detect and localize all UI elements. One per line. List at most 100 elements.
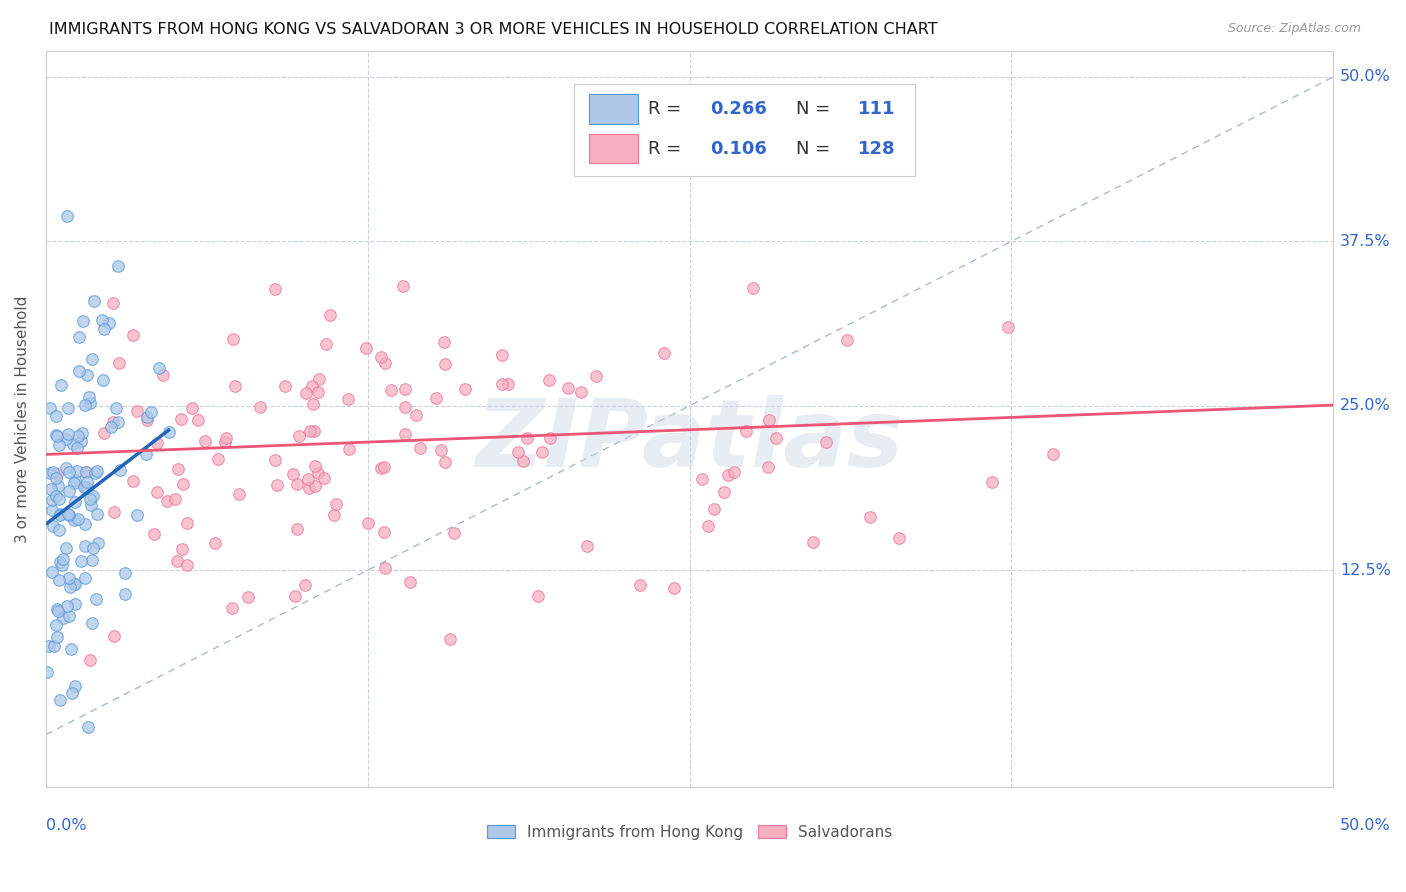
Point (298, 481, 321, 495)
Point (337, 392, 360, 406)
Point (409, 442, 432, 456)
Point (58, 571, 80, 585)
Point (114, 587, 136, 601)
Point (214, 435, 236, 450)
Point (155, 493, 177, 508)
Text: N =: N = (796, 100, 837, 118)
Point (82, 352, 104, 367)
Point (76, 481, 98, 495)
Point (304, 458, 326, 473)
FancyBboxPatch shape (589, 134, 638, 163)
Point (136, 409, 159, 424)
Point (443, 525, 465, 540)
Point (302, 397, 325, 411)
Point (48, 438, 70, 452)
Text: R =: R = (648, 140, 688, 158)
Point (114, 566, 136, 580)
Point (801, 535, 824, 549)
Point (46, 479, 69, 493)
Point (125, 404, 148, 418)
Point (308, 371, 330, 385)
Point (557, 381, 579, 395)
Point (67, 330, 90, 344)
Point (354, 342, 377, 356)
Point (58, 507, 80, 521)
Point (82, 541, 104, 555)
Point (307, 384, 329, 399)
Point (48, 523, 70, 537)
Point (307, 466, 329, 480)
Point (101, 296, 124, 310)
Text: 12.5%: 12.5% (1340, 563, 1391, 578)
Text: 0.0%: 0.0% (46, 818, 87, 833)
Point (45, 471, 67, 485)
Point (405, 409, 427, 423)
Point (439, 632, 461, 646)
Point (512, 454, 534, 468)
Point (249, 400, 271, 414)
Point (527, 589, 550, 603)
Point (75, 540, 97, 554)
Point (319, 309, 342, 323)
Point (107, 259, 129, 273)
Point (172, 476, 194, 491)
Point (299, 424, 322, 438)
Point (76, 368, 98, 383)
Point (166, 554, 188, 568)
Point (697, 519, 720, 533)
Point (48, 555, 70, 569)
Point (55, 541, 77, 555)
Point (981, 475, 1004, 489)
Point (79, 492, 101, 507)
Point (758, 413, 780, 427)
Point (93, 426, 115, 441)
Text: R =: R = (648, 100, 688, 118)
Point (38, 401, 60, 415)
Point (491, 376, 513, 391)
Point (56, 401, 79, 416)
Point (45, 489, 67, 503)
Point (325, 497, 347, 511)
Point (41, 483, 63, 497)
Point (284, 589, 307, 603)
Point (322, 508, 344, 523)
Point (45, 409, 67, 424)
Point (45, 631, 67, 645)
Point (80, 616, 103, 631)
Point (285, 476, 308, 491)
Point (146, 485, 169, 500)
Point (125, 508, 148, 522)
Point (374, 561, 396, 575)
Point (46, 467, 69, 482)
Point (63, 597, 86, 611)
Point (79, 653, 101, 667)
Point (49, 693, 72, 707)
Point (72, 314, 94, 328)
Point (630, 577, 652, 591)
Point (506, 445, 529, 459)
Point (538, 431, 561, 445)
Point (45, 602, 67, 616)
Point (70, 554, 93, 568)
Point (66, 464, 89, 478)
Point (38, 639, 60, 653)
Point (194, 434, 217, 448)
Point (662, 581, 685, 595)
Point (170, 542, 193, 557)
Point (103, 629, 125, 643)
Point (100, 420, 122, 434)
Point (741, 281, 763, 295)
Point (157, 425, 180, 439)
Text: 37.5%: 37.5% (1340, 234, 1391, 249)
Point (236, 591, 259, 605)
Point (228, 486, 250, 500)
Point (66, 441, 89, 455)
Point (301, 379, 323, 393)
Point (135, 447, 157, 461)
Y-axis label: 3 or more Vehicles in Household: 3 or more Vehicles in Household (15, 295, 30, 542)
Point (48, 492, 70, 507)
Point (425, 391, 447, 405)
Point (82, 553, 104, 567)
FancyBboxPatch shape (589, 95, 638, 124)
Point (222, 333, 245, 347)
